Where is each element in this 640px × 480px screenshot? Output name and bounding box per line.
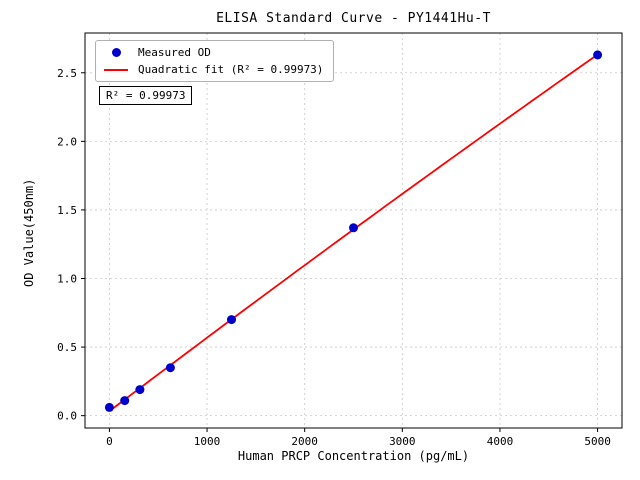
plot-border: [84, 32, 623, 429]
data-point: [593, 50, 603, 60]
line-marker-icon: [104, 68, 128, 71]
legend-marker-cell: [103, 48, 129, 57]
y-tick-label: 2.5: [57, 67, 77, 80]
x-axis-label: Human PRCP Concentration (pg/mL): [237, 449, 470, 463]
y-tick-label: 0.0: [57, 410, 77, 423]
quadratic-fit-line: [108, 53, 599, 412]
data-point: [135, 385, 145, 395]
legend-item-quadratic-fit: Quadratic fit (R² = 0.99973): [103, 63, 323, 76]
r-squared-annotation: R² = 0.99973: [99, 86, 193, 105]
chart-title: ELISA Standard Curve - PY1441Hu-T: [216, 11, 491, 26]
y-tick-label: 2.0: [57, 135, 77, 148]
data-point: [120, 396, 130, 406]
data-point: [104, 402, 114, 412]
x-tick-label: 1000: [194, 435, 221, 448]
data-point: [165, 363, 175, 373]
x-tick-label: 2000: [291, 435, 318, 448]
x-tick-label: 5000: [584, 435, 611, 448]
data-point: [349, 223, 358, 233]
x-tick-label: 3000: [389, 435, 416, 448]
scatter-marker-icon: [111, 48, 121, 57]
legend-item-measured-od: Measured OD: [103, 46, 323, 59]
legend-label-quadratic-fit: Quadratic fit (R² = 0.99973): [138, 63, 324, 76]
legend-label-measured-od: Measured OD: [138, 46, 211, 59]
x-tick-label: 4000: [487, 435, 514, 448]
y-axis-label: OD Value(450nm): [22, 178, 36, 287]
x-tick-label: 0: [106, 435, 113, 448]
y-tick-label: 1.5: [57, 204, 77, 217]
legend: Measured OD Quadratic fit (R² = 0.99973): [95, 40, 335, 82]
legend-marker-cell: [103, 68, 129, 71]
y-tick-label: 0.5: [57, 341, 77, 354]
data-point: [227, 315, 236, 325]
y-tick-label: 1.0: [57, 273, 77, 286]
